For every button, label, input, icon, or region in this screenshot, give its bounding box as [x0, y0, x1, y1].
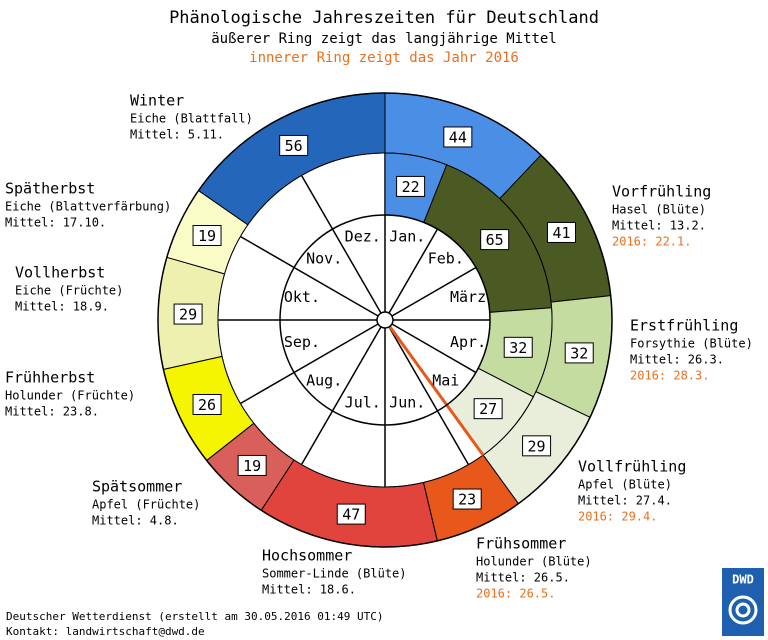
value-label: 47 [342, 506, 360, 524]
value-label-box [279, 134, 309, 156]
value-label-box [480, 229, 510, 251]
logo-swirl [728, 595, 758, 625]
season-plant: Eiche (Blattfall) [130, 112, 253, 126]
season-mean: Mittel: 18.9. [15, 300, 109, 314]
season-mean: Mittel: 13.2. [612, 219, 706, 233]
season-name: Vollherbst [15, 264, 105, 282]
month-label: Aug. [306, 371, 342, 389]
month-line [300, 326, 382, 466]
year-marker [383, 319, 485, 456]
value-label-box [473, 398, 503, 420]
season-mean: Mittel: 26.5. [476, 571, 570, 585]
month-label: März [450, 288, 486, 306]
month-label: Sep. [284, 333, 320, 351]
value-label-box [452, 488, 482, 510]
value-label: 56 [285, 137, 303, 155]
value-label: 41 [552, 224, 570, 242]
season-plant: Eiche (Früchte) [15, 284, 123, 298]
season-mean: Mittel: 4.8. [92, 514, 179, 528]
month-label: Jan. [389, 227, 425, 245]
value-label-box [336, 503, 366, 525]
season-mean: Mittel: 27.4. [578, 494, 672, 508]
value-label-box [546, 221, 576, 243]
month-label: Jun. [389, 394, 425, 412]
month-line [388, 326, 470, 466]
value-label: 19 [243, 457, 261, 475]
value-label: 29 [179, 306, 197, 324]
value-label: 26 [198, 396, 216, 414]
season-plant: Sommer-Linde (Blüte) [262, 567, 407, 581]
logo: DWD [722, 568, 764, 636]
season-plant: Holunder (Früchte) [5, 389, 135, 403]
value-label-box [192, 225, 222, 247]
rings: 44 41 32 29 23 47 19 26 29 19 56 22 65 32 27 Jan.Feb. Mä… [5, 92, 753, 601]
contact: Kontakt: landwirtschaft@dwd.de [6, 625, 205, 638]
month-label: Jul. [345, 394, 381, 412]
season-year: 2016: 28.3. [630, 369, 709, 383]
chart-subtitle: äußerer Ring zeigt das langjährige Mitte… [211, 31, 557, 47]
month-label: Okt. [284, 288, 320, 306]
season-plant: Apfel (Blüte) [578, 478, 672, 492]
value-label-box [192, 393, 222, 415]
month-label: Apr. [450, 333, 486, 351]
month-circle [279, 214, 491, 426]
season-name: Vollfrühling [578, 458, 686, 476]
value-label: 23 [458, 491, 476, 509]
month-line [239, 323, 379, 405]
outer-circle [157, 92, 613, 548]
month-line [239, 235, 379, 317]
month-label: Nov. [306, 250, 342, 268]
month-label: Feb. [428, 250, 464, 268]
value-label: 65 [486, 231, 504, 249]
season-mean: Mittel: 5.11. [130, 128, 224, 142]
value-label-box [173, 303, 203, 325]
season-name: Erstfrühling [630, 317, 738, 335]
value-label: 29 [528, 437, 546, 455]
season-name: Hochsommer [262, 547, 352, 565]
value-label: 22 [402, 178, 420, 196]
value-label-box [443, 126, 473, 148]
value-label-box [503, 336, 533, 358]
chart-subtitle-year: innerer Ring zeigt das Jahr 2016 [249, 50, 519, 66]
value-label: 44 [449, 128, 467, 146]
center [376, 311, 394, 329]
season-name: Winter [130, 92, 184, 110]
season-name: Spätsommer [92, 478, 182, 496]
logo-box [722, 568, 764, 636]
season-name: Frühherbst [5, 369, 95, 387]
season-year: 2016: 26.5. [476, 587, 555, 601]
month-label: Mai [432, 371, 459, 389]
footer: Deutscher Wetterdienst (erstellt am 30.0… [6, 610, 384, 623]
season-mean: Mittel: 18.6. [262, 583, 356, 597]
month-label: Dez. [345, 227, 381, 245]
season-mean: Mittel: 23.8. [5, 405, 99, 419]
season-mean: Mittel: 17.10. [5, 216, 106, 230]
value-label: 32 [570, 344, 588, 362]
season-name: Spätherbst [5, 180, 95, 198]
value-label-box [522, 435, 552, 457]
season-name: Frühsommer [476, 535, 566, 553]
month-line [300, 174, 382, 314]
season-year: 2016: 29.4. [578, 510, 657, 524]
value-label-box [564, 342, 594, 364]
value-label: 19 [198, 227, 216, 245]
value-label: 32 [509, 339, 527, 357]
logo-text: DWD [732, 573, 754, 587]
season-plant: Eiche (Blattverfärbung) [5, 200, 171, 214]
logo-swirl [735, 602, 751, 618]
season-name: Vorfrühling [612, 183, 711, 201]
value-label-box [237, 454, 267, 476]
value-label-box [396, 175, 426, 197]
season-plant: Forsythie (Blüte) [630, 337, 753, 351]
season-mean: Mittel: 26.3. [630, 353, 724, 367]
chart-title: Phänologische Jahreszeiten für Deutschla… [169, 8, 599, 28]
season-plant: Holunder (Blüte) [476, 555, 592, 569]
value-label: 27 [479, 400, 497, 418]
season-plant: Apfel (Früchte) [92, 498, 200, 512]
season-year: 2016: 22.1. [612, 235, 691, 249]
season-plant: Hasel (Blüte) [612, 203, 706, 217]
